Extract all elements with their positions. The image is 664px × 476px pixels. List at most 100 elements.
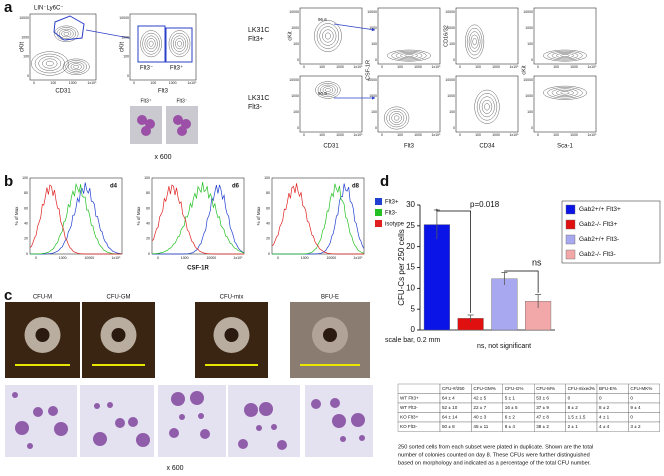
x-tick-label: 0 — [459, 133, 461, 137]
x-tick-label: 0 — [381, 133, 383, 137]
y-axis-label: cKit — [20, 42, 26, 52]
plot-frame — [533, 7, 597, 65]
contour — [551, 52, 579, 60]
y-tick-label: 0 — [297, 58, 299, 62]
contour — [556, 53, 574, 59]
x-axis-label: CSF-1R — [187, 266, 209, 272]
y-axis-label: cKit — [120, 42, 126, 52]
y-tick-label: 0 — [531, 126, 533, 130]
y-tick-label: 0 — [26, 252, 28, 256]
plot-frame — [455, 75, 519, 133]
table-header: CFU-GM% — [473, 386, 495, 391]
contour — [560, 54, 570, 57]
contour — [465, 24, 485, 59]
y-tick-label: 10000 — [19, 16, 29, 20]
contour — [325, 88, 331, 92]
x-tick-label: 0 — [157, 256, 159, 260]
table-cell-text: 42 ± 5 — [473, 395, 486, 400]
y-tick-label: 0 — [297, 126, 299, 130]
y-tick-label: 100 — [371, 110, 377, 114]
contour — [70, 63, 82, 71]
x-tick-label: 1000 — [69, 81, 77, 85]
histogram-curve — [272, 183, 365, 255]
x-tick-label: 100 — [50, 81, 56, 85]
y-tick-label: 60 — [146, 206, 150, 210]
cell — [340, 436, 346, 442]
y-tick-label: 25 — [406, 221, 415, 230]
x-tick-label: 1000 — [414, 65, 422, 69]
cell — [107, 402, 113, 408]
y-tick-label: 10 — [406, 283, 415, 292]
x-tick-label: 1x10⁵ — [509, 133, 519, 137]
histogram-curve — [29, 184, 122, 255]
y-tick-label: 1000 — [121, 35, 129, 39]
contour — [140, 30, 162, 58]
y-tick-label: 10000 — [119, 16, 129, 20]
plot-label: d8 — [352, 184, 360, 190]
y-tick-label: 80 — [24, 191, 28, 195]
gate — [165, 27, 193, 63]
panel-label: a — [4, 0, 13, 16]
x-axis-label: CD31 — [55, 89, 71, 95]
panel-label: c — [4, 287, 12, 304]
contour — [316, 23, 339, 49]
caption-line: based on morphology and indicated as a p… — [398, 460, 591, 466]
table-cell — [397, 383, 441, 394]
y-tick-label: 30 — [406, 200, 415, 209]
legend-label: Gab2-/- Flt3+ — [579, 221, 618, 228]
x-tick-label: 100 — [553, 65, 559, 69]
y-tick-label: 1000 — [447, 94, 455, 98]
contour — [63, 32, 69, 36]
panel-label: d — [380, 173, 389, 190]
y-tick-label: 1000 — [525, 94, 533, 98]
y-tick-label: 100 — [527, 110, 533, 114]
table-cell-text: 5 ± 1 — [505, 395, 516, 400]
histogram-curve — [152, 184, 245, 255]
flow-plot — [455, 75, 519, 133]
plot-frame — [377, 75, 441, 133]
legend-frame — [561, 200, 661, 264]
contour — [315, 81, 341, 99]
significance-bracket — [436, 208, 471, 313]
contour — [73, 65, 80, 69]
y-tick-label: 20 — [146, 237, 150, 241]
table-cell-text: 50 ± 8 — [442, 424, 455, 429]
y-tick-label: 5 — [411, 304, 416, 313]
contour — [322, 86, 334, 94]
cell — [311, 399, 321, 409]
table-cell-text: 53 ± 6 — [536, 395, 549, 400]
x-tick-label: 100 — [397, 65, 403, 69]
y-tick-label: 0 — [268, 252, 270, 256]
table-cell-text: KO Flt3+ — [400, 414, 419, 419]
x-tick-label: 0 — [133, 81, 135, 85]
contour — [146, 38, 156, 50]
colony-core — [323, 328, 337, 342]
table-cell-text: 0 — [630, 414, 633, 419]
x-tick-label: 1x10⁵ — [587, 133, 597, 137]
legend-swatch — [375, 209, 382, 216]
x-tick-label: 1000 — [169, 81, 177, 85]
cell — [136, 433, 150, 447]
contour — [391, 113, 402, 123]
y-tick-label: 40 — [266, 222, 270, 226]
table-cell-text: 3 ± 2 — [630, 424, 641, 429]
legend-swatch — [565, 219, 576, 230]
contour — [388, 111, 405, 125]
x-tick-label: 1x10⁵ — [353, 256, 363, 260]
histogram-curve — [151, 184, 244, 255]
magnification: x 600 — [166, 465, 183, 472]
table-cell-text: 47 ± 8 — [536, 414, 549, 419]
plot-frame — [29, 13, 97, 81]
legend-label: Flt3+ — [385, 200, 399, 206]
x-tick-label: 0 — [277, 256, 279, 260]
histogram-curve — [271, 183, 364, 255]
cell — [359, 435, 365, 441]
contour — [54, 25, 79, 42]
contour — [481, 99, 493, 114]
x-axis-label: Flt3 — [404, 144, 415, 150]
y-tick-label: 100 — [371, 42, 377, 46]
y-tick-label: 100 — [293, 110, 299, 114]
x-tick-label: 0 — [537, 133, 539, 137]
flow-plot — [377, 75, 441, 133]
contour — [476, 93, 498, 121]
